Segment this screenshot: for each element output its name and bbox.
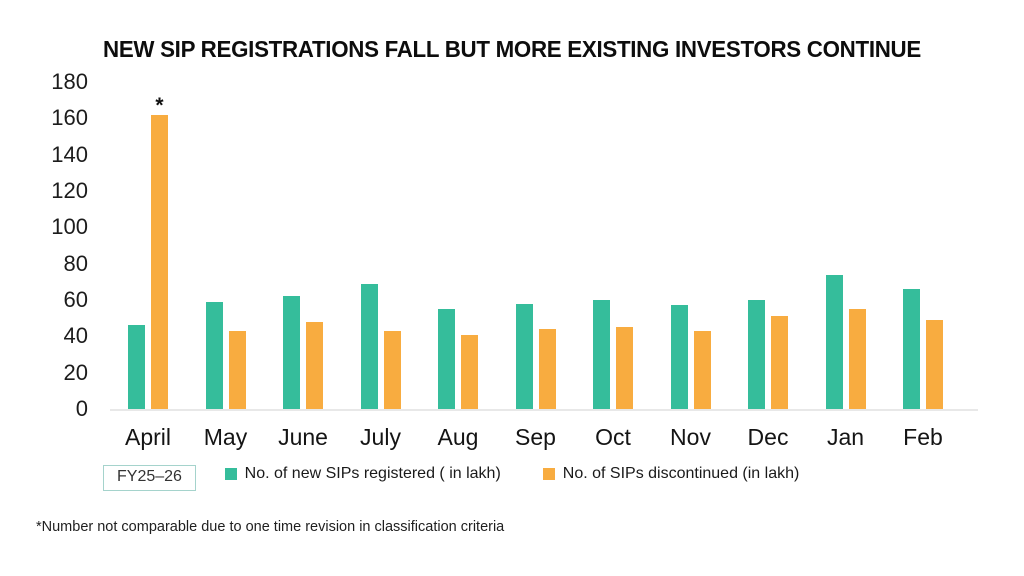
legend-label-registered: No. of new SIPs registered ( in lakh) (244, 465, 501, 482)
x-axis-category-label: Aug (437, 424, 479, 450)
bar-registered-sep (515, 303, 533, 409)
bar-registered-nov (670, 305, 688, 409)
x-axis-category-label: Dec (747, 424, 789, 450)
legend-item-sips-discontinued: No. of SIPs discontinued (in lakh) (542, 465, 800, 483)
y-axis-tick-label: 40 (63, 323, 88, 349)
bar-discontinued-jan (848, 309, 866, 409)
bar-registered-april (128, 325, 145, 409)
bar-discontinued-april (151, 114, 168, 409)
bar-discontinued-dec (771, 316, 788, 409)
chart-legend: No. of new SIPs registered ( in lakh) No… (0, 462, 1024, 486)
y-axis-tick-label: 80 (63, 250, 88, 276)
y-axis-tick-label: 180 (51, 69, 88, 94)
bar-registered-june (283, 296, 300, 409)
x-axis-category-label: Sep (515, 424, 556, 450)
x-axis-category-label: Oct (595, 424, 631, 450)
x-axis: April May June July Aug Sep Oct Nov Dec Jan Feb (110, 424, 978, 454)
x-axis-category-label: Feb (903, 424, 943, 450)
bar-registered-may (205, 301, 223, 409)
bar-discontinued-sep (538, 329, 556, 409)
y-axis-tick-label: 120 (51, 178, 88, 203)
bar-discontinued-may (228, 330, 246, 409)
x-axis-category-label: Nov (670, 424, 711, 450)
x-axis-category-label: July (360, 424, 401, 450)
x-axis-category-label: June (278, 424, 328, 450)
legend-swatch-registered-icon (224, 468, 237, 480)
x-axis-category-label: April (124, 424, 172, 450)
y-axis-tick-label: 160 (51, 105, 88, 131)
y-axis-tick-label: 140 (51, 141, 88, 167)
y-axis-tick-label: 100 (51, 214, 88, 240)
fiscal-year-badge: FY25–26 (103, 465, 196, 491)
bar-registered-oct (593, 300, 610, 409)
bar-registered-dec (748, 300, 765, 409)
legend-swatch-discontinued-icon (542, 468, 555, 480)
bar-discontinued-oct (616, 327, 633, 409)
x-axis-category-label: Jan (826, 424, 865, 450)
chart-title: NEW SIP REGISTRATIONS FALL BUT MORE EXIS… (103, 36, 921, 62)
asterisk-annotation: * (155, 93, 164, 117)
y-axis-tick-label: 20 (63, 359, 88, 385)
bar-registered-aug (438, 309, 455, 409)
bar-discontinued-july (383, 330, 401, 409)
legend-label-discontinued: No. of SIPs discontinued (in lakh) (562, 465, 800, 482)
x-axis-category-label: May (203, 424, 248, 450)
bar-registered-jan (825, 274, 843, 409)
footnote: *Number not comparable due to one time r… (36, 519, 505, 535)
y-axis-tick-label: 60 (63, 287, 88, 312)
bar-discontinued-june (306, 321, 323, 409)
plot-area: * (110, 82, 978, 411)
y-axis: 0 20 40 60 80 100 120 140 160 180 (28, 69, 88, 421)
bar-discontinued-aug (461, 334, 478, 409)
bar-registered-feb (903, 289, 920, 409)
y-axis-tick-label: 0 (75, 396, 88, 421)
bar-discontinued-nov (693, 330, 711, 409)
bar-discontinued-feb (926, 319, 943, 409)
bar-registered-july (360, 283, 378, 409)
legend-item-new-sips-registered: No. of new SIPs registered ( in lakh) (224, 465, 501, 483)
